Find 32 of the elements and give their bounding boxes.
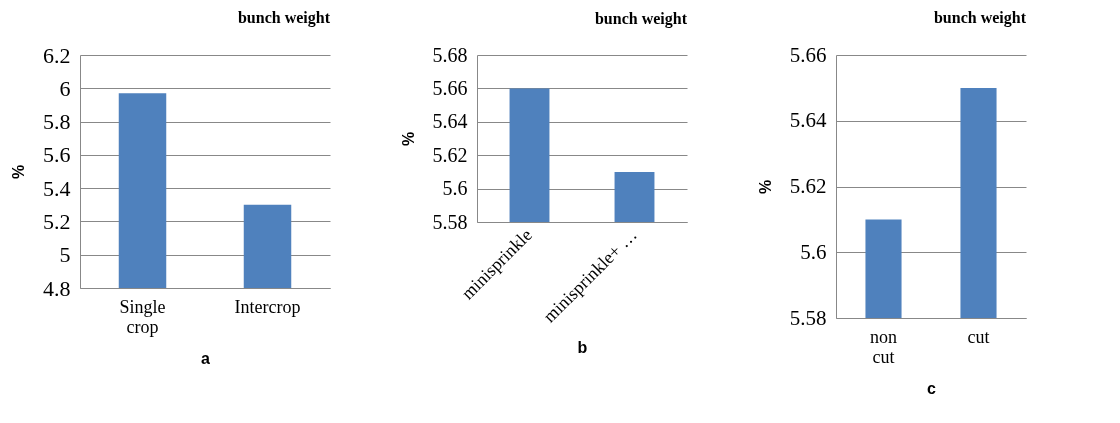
y-tick-label: 5	[59, 242, 71, 268]
chart-title: bunch weight	[594, 10, 688, 28]
y-tick-label: 5.6	[43, 142, 71, 168]
y-tick-label: 5.2	[43, 208, 71, 234]
y-tick-label: 5.6	[800, 239, 827, 264]
chart-title: bunch weight	[237, 9, 331, 27]
y-tick-label: 5.62	[789, 174, 827, 198]
y-tick-label: 5.68	[432, 43, 468, 66]
y-tick-label: 5.58	[789, 305, 827, 330]
x-tick-label: Single crop	[119, 296, 166, 337]
y-tick-label: 5.6	[442, 177, 468, 200]
y-tick-label: 5.66	[432, 76, 468, 99]
y-axis-title: %	[399, 131, 417, 147]
y-tick-label: 5.62	[432, 143, 468, 166]
x-axis-title: b	[577, 339, 588, 357]
x-tick-label: Intercrop	[234, 296, 301, 317]
y-tick-label: 5.66	[789, 42, 827, 67]
y-tick-label: 5.4	[43, 175, 71, 201]
y-axis-title: %	[10, 164, 27, 180]
y-tick-label: 6	[59, 75, 71, 101]
x-tick-label: cut	[967, 326, 990, 347]
y-axis-title: %	[756, 179, 774, 195]
x-tick-label: non cut	[870, 326, 897, 367]
y-tick-label: 5.8	[43, 109, 71, 135]
y-tick-label: 5.64	[432, 110, 468, 133]
y-tick-label: 6.2	[43, 42, 71, 68]
y-tick-label: 4.8	[43, 275, 71, 301]
chart-title: bunch weight	[933, 9, 1027, 27]
y-tick-label: 5.64	[789, 108, 827, 133]
x-axis-title: c	[927, 379, 937, 397]
x-axis-title: a	[201, 349, 211, 367]
y-tick-label: 5.58	[432, 210, 468, 233]
